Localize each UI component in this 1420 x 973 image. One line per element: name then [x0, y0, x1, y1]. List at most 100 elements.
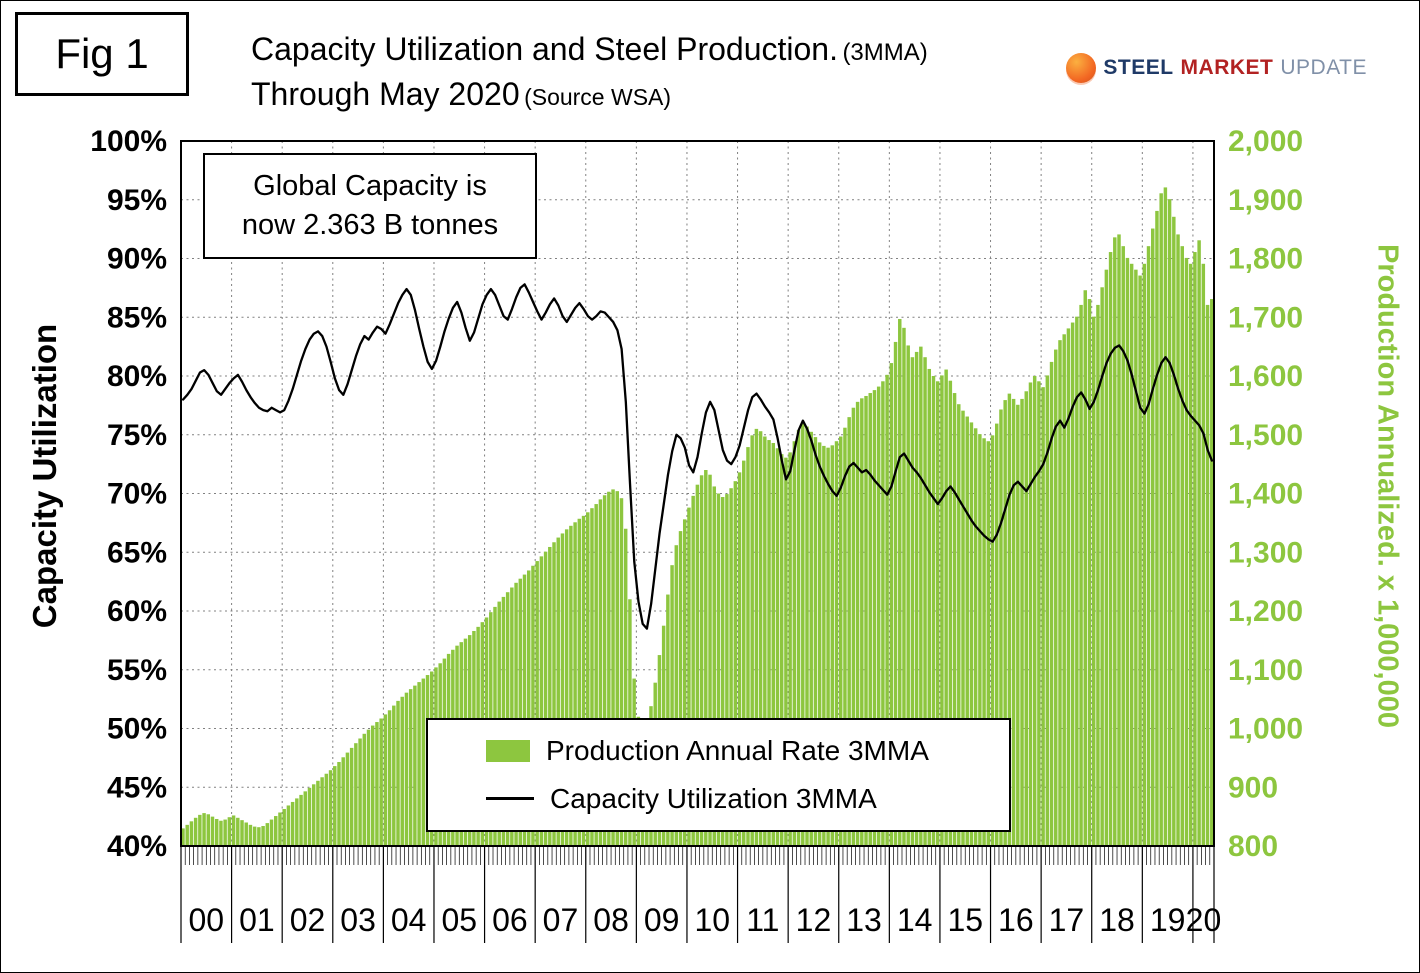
production-bar	[400, 696, 404, 846]
production-bar	[910, 357, 915, 846]
production-bar	[978, 434, 982, 846]
left-axis-tick-label: 100%	[90, 125, 167, 158]
production-bar	[1201, 263, 1206, 846]
left-axis-tick-label: 95%	[107, 184, 167, 217]
production-bar	[919, 346, 923, 847]
production-bar	[244, 822, 248, 846]
production-bar	[1058, 340, 1062, 846]
chart-title: Capacity Utilization and Steel Productio…	[251, 31, 838, 67]
production-bar	[206, 814, 211, 846]
production-bar	[295, 798, 299, 846]
right-axis-tick-label: 2,000	[1228, 125, 1303, 158]
production-bar	[619, 498, 624, 846]
production-bar	[1104, 269, 1109, 846]
production-bar	[202, 813, 206, 846]
legend-label-production: Production Annual Rate 3MMA	[546, 735, 929, 767]
production-bar	[851, 407, 856, 846]
production-bar	[792, 441, 797, 846]
production-bar	[526, 570, 531, 846]
production-bar	[826, 447, 830, 846]
production-bar	[1134, 269, 1138, 846]
production-bar	[615, 491, 619, 846]
production-bar	[278, 812, 282, 846]
production-bar	[1155, 210, 1159, 846]
production-bar	[586, 512, 590, 846]
production-bar	[767, 440, 771, 846]
legend-item-utilization: Capacity Utilization 3MMA	[486, 783, 1009, 815]
production-bar	[1083, 290, 1088, 847]
production-bar	[552, 542, 556, 846]
production-bar	[358, 738, 362, 846]
production-bar	[1096, 304, 1100, 846]
production-bar	[763, 436, 767, 846]
production-bar	[670, 565, 674, 846]
production-bar	[725, 494, 729, 846]
production-bar	[1024, 391, 1028, 846]
production-bar	[1159, 193, 1163, 847]
production-bar	[185, 824, 189, 846]
production-bar	[404, 692, 409, 846]
production-bar	[788, 452, 792, 847]
production-bar	[375, 722, 379, 846]
production-bar	[1121, 246, 1125, 846]
production-bar	[775, 448, 780, 846]
production-bar	[413, 685, 417, 846]
production-bar	[813, 437, 818, 846]
left-axis-tick-label: 40%	[107, 830, 167, 863]
production-bar	[265, 823, 270, 846]
chart-subtitle: Through May 2020	[251, 75, 520, 112]
production-bar	[737, 472, 742, 846]
production-bar	[957, 404, 961, 846]
production-bar	[881, 381, 885, 846]
production-bar	[898, 319, 902, 846]
production-bar	[1041, 387, 1045, 846]
production-bar	[548, 546, 552, 846]
right-axis-tick-label: 1,800	[1228, 243, 1303, 276]
production-bar	[1138, 275, 1142, 846]
production-bar	[261, 826, 265, 846]
production-bar	[324, 773, 329, 846]
production-bar	[965, 416, 969, 846]
production-bar	[1054, 349, 1058, 846]
production-bar	[893, 341, 898, 846]
production-bar	[1091, 316, 1096, 846]
production-bar	[1176, 234, 1180, 846]
production-bar	[695, 484, 700, 846]
production-bar	[383, 714, 388, 846]
production-bar	[889, 363, 894, 846]
right-axis-tick-label: 900	[1228, 771, 1278, 804]
production-bar	[1020, 398, 1024, 846]
production-bar	[248, 824, 253, 846]
production-bar	[1142, 263, 1147, 846]
production-bar	[704, 470, 708, 846]
chart-title-block: Capacity Utilization and Steel Productio…	[251, 27, 928, 117]
production-bar	[539, 556, 544, 846]
production-bar	[1113, 237, 1117, 847]
production-bar	[699, 475, 704, 846]
x-axis-year-label: 03	[340, 902, 376, 938]
production-bar	[577, 518, 582, 846]
production-bar	[822, 445, 826, 846]
production-bar	[510, 587, 514, 846]
production-bar	[392, 705, 396, 846]
production-bar	[189, 821, 194, 846]
x-axis-year-label: 16	[998, 902, 1034, 938]
production-bar	[573, 522, 577, 846]
production-bar	[607, 491, 611, 846]
production-bar	[682, 519, 687, 846]
production-bar	[1163, 187, 1168, 846]
left-axis-tick-label: 65%	[107, 536, 167, 569]
production-bar	[712, 486, 716, 846]
right-axis-tick-label: 1,300	[1228, 536, 1303, 569]
production-bar	[1117, 234, 1121, 846]
production-bar	[543, 551, 548, 846]
production-bar	[1197, 240, 1201, 847]
production-bar	[181, 828, 185, 847]
production-bar	[674, 545, 679, 846]
right-axis-tick-label: 1,200	[1228, 595, 1303, 628]
x-axis-year-label: 09	[644, 902, 680, 938]
production-bar	[531, 565, 535, 846]
production-bar	[522, 574, 527, 846]
production-bar	[337, 761, 341, 846]
right-axis-tick-label: 1,400	[1228, 478, 1303, 511]
